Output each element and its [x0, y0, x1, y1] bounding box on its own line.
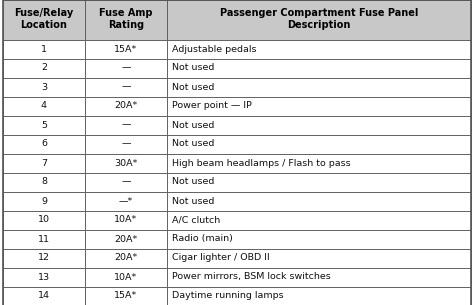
Bar	[85, 135, 167, 153]
Text: Radio (main): Radio (main)	[172, 235, 233, 243]
Bar	[85, 173, 167, 192]
Text: 4: 4	[41, 102, 47, 110]
Bar	[85, 249, 167, 267]
Bar	[85, 192, 167, 210]
Text: 3: 3	[41, 82, 47, 92]
Bar	[85, 153, 167, 173]
Text: 12: 12	[38, 253, 50, 263]
Bar	[85, 116, 167, 135]
Bar	[167, 96, 471, 116]
Bar	[167, 192, 471, 210]
Bar	[3, 267, 85, 286]
Text: —: —	[121, 82, 131, 92]
Bar	[167, 40, 471, 59]
Bar	[167, 267, 471, 286]
Bar	[167, 229, 471, 249]
Bar	[3, 153, 85, 173]
Bar	[3, 229, 85, 249]
Text: —*: —*	[119, 196, 133, 206]
Text: 15A*: 15A*	[114, 45, 137, 53]
Bar	[3, 135, 85, 153]
Bar	[167, 59, 471, 77]
Text: 10: 10	[38, 216, 50, 224]
Text: High beam headlamps / Flash to pass: High beam headlamps / Flash to pass	[172, 159, 351, 167]
Text: 20A*: 20A*	[114, 253, 137, 263]
Text: 20A*: 20A*	[114, 235, 137, 243]
Bar	[3, 40, 85, 59]
Text: Not used: Not used	[172, 178, 214, 186]
Text: 11: 11	[38, 235, 50, 243]
Bar	[167, 173, 471, 192]
Bar	[167, 153, 471, 173]
Bar	[85, 77, 167, 96]
Text: 15A*: 15A*	[114, 292, 137, 300]
Bar	[167, 286, 471, 305]
Text: Adjustable pedals: Adjustable pedals	[172, 45, 256, 53]
Bar	[167, 135, 471, 153]
Text: 1: 1	[41, 45, 47, 53]
Bar	[3, 0, 85, 40]
Text: 6: 6	[41, 139, 47, 149]
Text: 7: 7	[41, 159, 47, 167]
Text: 2: 2	[41, 63, 47, 73]
Text: 13: 13	[38, 272, 50, 282]
Text: —: —	[121, 63, 131, 73]
Text: 9: 9	[41, 196, 47, 206]
Text: Cigar lighter / OBD II: Cigar lighter / OBD II	[172, 253, 270, 263]
Bar	[85, 0, 167, 40]
Text: Not used: Not used	[172, 196, 214, 206]
Text: Power mirrors, BSM lock switches: Power mirrors, BSM lock switches	[172, 272, 331, 282]
Bar	[85, 229, 167, 249]
Bar	[3, 96, 85, 116]
Bar	[167, 0, 471, 40]
Text: —: —	[121, 178, 131, 186]
Text: 10A*: 10A*	[114, 216, 137, 224]
Bar	[167, 77, 471, 96]
Text: Passenger Compartment Fuse Panel
Description: Passenger Compartment Fuse Panel Descrip…	[220, 9, 418, 30]
Text: 30A*: 30A*	[114, 159, 137, 167]
Text: A/C clutch: A/C clutch	[172, 216, 220, 224]
Bar	[167, 116, 471, 135]
Bar	[3, 173, 85, 192]
Bar	[85, 286, 167, 305]
Text: 8: 8	[41, 178, 47, 186]
Text: 5: 5	[41, 120, 47, 130]
Bar	[85, 267, 167, 286]
Bar	[85, 96, 167, 116]
Text: —: —	[121, 139, 131, 149]
Text: Fuse/Relay
Location: Fuse/Relay Location	[14, 9, 73, 30]
Bar	[85, 210, 167, 229]
Text: 10A*: 10A*	[114, 272, 137, 282]
Bar	[3, 116, 85, 135]
Text: 14: 14	[38, 292, 50, 300]
Text: Not used: Not used	[172, 63, 214, 73]
Bar	[3, 77, 85, 96]
Bar	[85, 59, 167, 77]
Bar	[167, 210, 471, 229]
Text: Not used: Not used	[172, 120, 214, 130]
Bar	[3, 192, 85, 210]
Bar	[167, 249, 471, 267]
Text: —: —	[121, 120, 131, 130]
Text: Daytime running lamps: Daytime running lamps	[172, 292, 283, 300]
Text: Not used: Not used	[172, 139, 214, 149]
Text: Not used: Not used	[172, 82, 214, 92]
Bar	[3, 286, 85, 305]
Bar	[3, 249, 85, 267]
Text: 20A*: 20A*	[114, 102, 137, 110]
Bar	[3, 210, 85, 229]
Bar	[3, 59, 85, 77]
Text: Fuse Amp
Rating: Fuse Amp Rating	[99, 9, 153, 30]
Bar	[85, 40, 167, 59]
Text: Power point — IP: Power point — IP	[172, 102, 252, 110]
